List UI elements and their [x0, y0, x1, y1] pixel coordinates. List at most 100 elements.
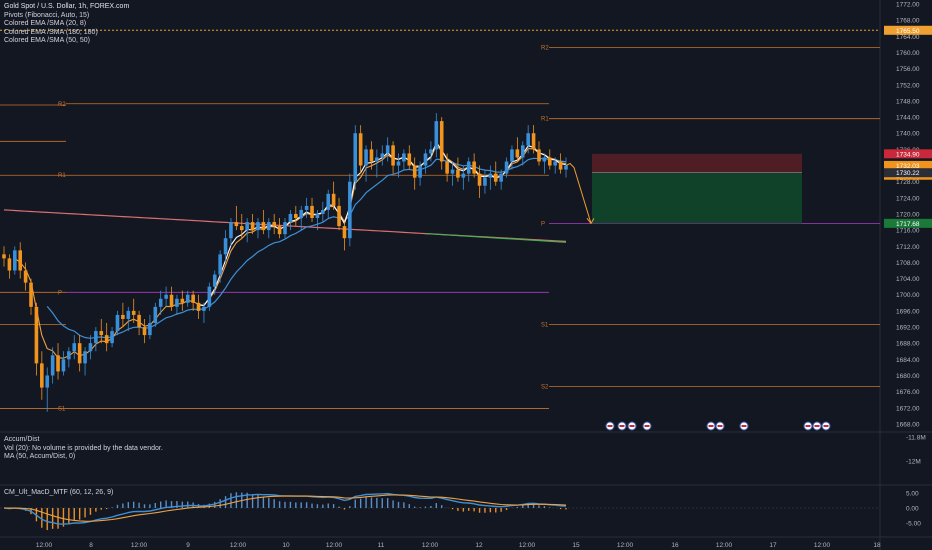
candle-body[interactable]: [423, 153, 428, 166]
indicator-label[interactable]: Accum/Dist: [4, 436, 40, 443]
candle-body[interactable]: [310, 205, 314, 219]
candle-body[interactable]: [439, 121, 444, 162]
candle-body[interactable]: [450, 169, 455, 174]
candle-body[interactable]: [223, 238, 228, 255]
candle-body[interactable]: [385, 145, 390, 154]
candle-body[interactable]: [531, 133, 536, 150]
indicator-label[interactable]: CM_Ult_MacD_MTF (60, 12, 26, 9): [4, 489, 114, 496]
candle-body[interactable]: [169, 294, 174, 307]
time-axis[interactable]: 12:00 8 12:00 9 12:00 10 12:00 11 12:00 12 12:00 15…: [36, 542, 881, 549]
candle-body[interactable]: [67, 351, 71, 360]
candle-body[interactable]: [196, 302, 201, 311]
candle-body[interactable]: [202, 306, 206, 311]
candle-body[interactable]: [207, 286, 212, 307]
candle-body[interactable]: [34, 306, 39, 364]
candle-body[interactable]: [348, 181, 352, 239]
candle-body[interactable]: [110, 331, 114, 344]
candle-body[interactable]: [547, 157, 552, 166]
indicator-label[interactable]: Pivots (Fibonacci, Auto, 15): [4, 11, 90, 19]
candle-body[interactable]: [331, 193, 336, 206]
candle-body[interactable]: [50, 355, 55, 376]
candle-body[interactable]: [164, 294, 168, 299]
candle-body[interactable]: [483, 177, 487, 186]
candle-body[interactable]: [245, 222, 249, 231]
candle-body[interactable]: [218, 254, 222, 275]
candle-body[interactable]: [272, 222, 276, 227]
candle-body[interactable]: [148, 322, 152, 336]
candle-body[interactable]: [520, 145, 525, 158]
candle-body[interactable]: [7, 258, 12, 271]
indicator-label[interactable]: MA (50, Accum/Dist, 0): [4, 453, 76, 460]
candle-body[interactable]: [326, 193, 331, 210]
candle-body[interactable]: [56, 355, 60, 372]
candle-body[interactable]: [234, 222, 239, 227]
candle-body[interactable]: [526, 133, 530, 146]
candle-body[interactable]: [510, 149, 514, 162]
candle-body[interactable]: [40, 363, 44, 388]
candle-body[interactable]: [342, 226, 347, 239]
candle-body[interactable]: [137, 314, 141, 328]
candle-body[interactable]: [83, 351, 87, 364]
candle-body[interactable]: [375, 157, 379, 162]
candle-body[interactable]: [472, 161, 476, 174]
candle-body[interactable]: [380, 153, 385, 158]
candle-body[interactable]: [115, 314, 120, 332]
take-profit-zone[interactable]: [592, 172, 802, 224]
candle-body[interactable]: [61, 359, 66, 372]
candle-body[interactable]: [418, 165, 422, 178]
candle-body[interactable]: [358, 133, 363, 166]
candle-body[interactable]: [321, 209, 325, 214]
candle-body[interactable]: [29, 282, 33, 307]
candle-body[interactable]: [212, 274, 217, 287]
candle-body[interactable]: [185, 294, 190, 303]
candle-body[interactable]: [229, 222, 233, 239]
candle-body[interactable]: [315, 213, 320, 219]
candle-body[interactable]: [299, 209, 304, 219]
candle-body[interactable]: [364, 149, 368, 166]
price-badge[interactable]: [884, 25, 932, 35]
candle-body[interactable]: [142, 327, 147, 336]
indicator-label[interactable]: Colored EMA /SMA (20, 8): [4, 20, 87, 27]
stop-loss-zone[interactable]: [592, 153, 802, 173]
indicator-label[interactable]: Colored EMA /SMA (180, 180): [4, 28, 98, 36]
candle-body[interactable]: [94, 331, 98, 344]
candle-body[interactable]: [250, 222, 255, 231]
candle-body[interactable]: [294, 213, 298, 219]
indicator-label[interactable]: Vol (20): No volume is provided by the d…: [4, 444, 163, 452]
candle-body[interactable]: [488, 173, 493, 178]
candle-body[interactable]: [121, 314, 125, 319]
candle-body[interactable]: [72, 343, 77, 352]
price-badge[interactable]: [884, 149, 932, 159]
candle-body[interactable]: [434, 121, 439, 150]
candle-body[interactable]: [88, 343, 93, 352]
accum-dist-pane[interactable]: -11.8M -12M: [906, 435, 926, 466]
candle-body[interactable]: [288, 213, 293, 223]
candle-body[interactable]: [153, 306, 158, 323]
candle-body[interactable]: [493, 173, 498, 182]
candle-body[interactable]: [412, 165, 417, 178]
candle-body[interactable]: [239, 226, 244, 231]
candle-body[interactable]: [396, 161, 401, 166]
candle-body[interactable]: [77, 343, 82, 364]
candle-body[interactable]: [353, 133, 358, 182]
candle-body[interactable]: [429, 149, 433, 154]
candle-body[interactable]: [304, 205, 309, 210]
price-badge[interactable]: [884, 160, 932, 170]
candle-body[interactable]: [461, 173, 466, 178]
candle-body[interactable]: [277, 226, 282, 235]
candle-body[interactable]: [407, 153, 412, 166]
candle-body[interactable]: [23, 270, 28, 283]
candle-body[interactable]: [369, 149, 374, 162]
macd-pane[interactable]: 5.00 0.00 -5.00: [0, 491, 921, 531]
candle-body[interactable]: [126, 310, 131, 319]
candle-body[interactable]: [499, 173, 503, 182]
candle-body[interactable]: [2, 254, 6, 259]
candle-body[interactable]: [402, 153, 406, 162]
candle-body[interactable]: [391, 145, 395, 166]
candle-body[interactable]: [158, 298, 163, 307]
candle-body[interactable]: [13, 250, 17, 271]
candle-body[interactable]: [283, 222, 287, 235]
candle-body[interactable]: [558, 161, 563, 170]
